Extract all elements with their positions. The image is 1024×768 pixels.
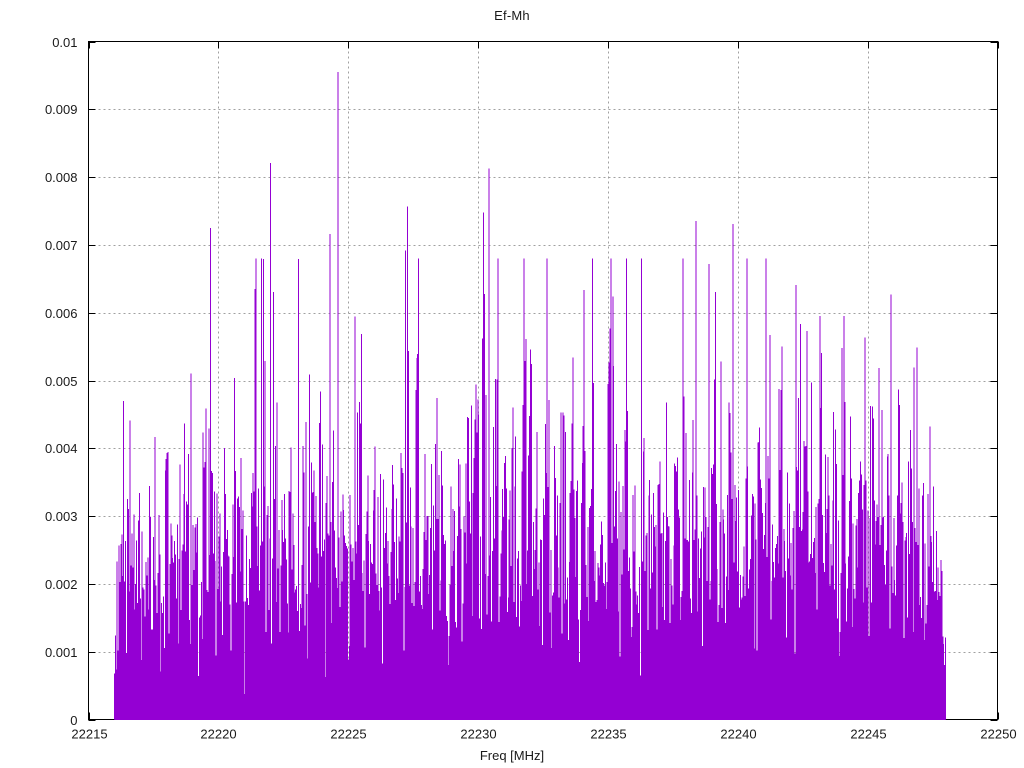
svg-text:0.007: 0.007 — [45, 238, 78, 253]
axis-tick-labels: 0 0.001 0.002 0.003 0.004 0.005 0.006 0.007 0.00… — [45, 35, 1017, 742]
svg-text:22250: 22250 — [980, 727, 1016, 742]
svg-text:22225: 22225 — [330, 727, 366, 742]
svg-text:0.005: 0.005 — [45, 374, 78, 389]
x-axis-label: Freq [MHz] — [479, 748, 545, 763]
svg-text:22230: 22230 — [460, 727, 496, 742]
svg-text:22240: 22240 — [720, 727, 756, 742]
svg-text:0: 0 — [70, 713, 77, 728]
svg-text:22220: 22220 — [200, 727, 236, 742]
svg-text:22245: 22245 — [850, 727, 886, 742]
svg-text:0.008: 0.008 — [45, 170, 78, 185]
svg-text:22235: 22235 — [590, 727, 626, 742]
svg-text:0.009: 0.009 — [45, 102, 78, 117]
svg-text:0.002: 0.002 — [45, 577, 78, 592]
svg-text:0.003: 0.003 — [45, 509, 78, 524]
svg-text:0.004: 0.004 — [45, 441, 78, 456]
svg-text:22215: 22215 — [71, 727, 107, 742]
svg-text:0.01: 0.01 — [52, 35, 77, 50]
chart-title: Ef-Mh — [494, 8, 530, 23]
data-series-spectrum — [113, 72, 947, 720]
svg-text:0.006: 0.006 — [45, 306, 78, 321]
svg-text:0.001: 0.001 — [45, 645, 78, 660]
